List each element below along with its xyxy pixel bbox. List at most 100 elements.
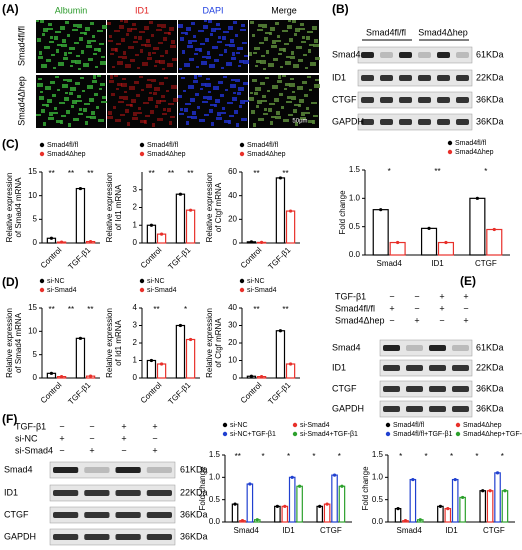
y-tick-label: 1.5	[372, 450, 384, 459]
size-label: 36KDa	[180, 531, 208, 541]
micrograph-speck	[134, 36, 137, 39]
bar	[437, 505, 444, 523]
micrograph-speck	[112, 66, 115, 68]
micrograph-speck	[161, 95, 165, 98]
y-tick-label: 3	[133, 321, 138, 330]
bar-dot	[240, 519, 245, 523]
protein-label: CTGF	[332, 383, 357, 393]
micrograph-speck	[137, 67, 140, 69]
bar	[275, 177, 286, 244]
condition-sign: +	[389, 303, 394, 313]
significance: **	[68, 305, 74, 314]
micrograph-speck	[125, 64, 131, 68]
micrograph-speck	[185, 103, 191, 105]
y-tick-label: 10	[228, 356, 237, 365]
micrograph-speck	[277, 35, 280, 38]
micrograph-speck	[312, 26, 317, 30]
protein-label: GAPDH	[4, 531, 36, 541]
size-label: 22KDa	[180, 487, 208, 497]
micrograph-speck	[231, 57, 236, 60]
micrograph-speck	[181, 77, 185, 79]
micrograph-speck	[41, 109, 45, 113]
micrograph-speck	[56, 49, 59, 53]
micrograph-speck	[109, 35, 112, 38]
micrograph-speck	[167, 63, 173, 67]
micrograph-speck	[224, 120, 230, 123]
channel-label: ID1	[135, 5, 149, 15]
micrograph-speck	[203, 25, 208, 29]
micrograph-speck	[145, 44, 151, 47]
bar-dot	[503, 489, 507, 493]
blot-band	[84, 512, 110, 518]
micrograph-speck	[76, 100, 82, 102]
micrograph-speck	[290, 56, 295, 59]
y-tick-label: 0	[233, 238, 238, 247]
bar-dot	[495, 471, 500, 475]
protein-label: Smad4	[4, 464, 33, 474]
protein-label: Smad4	[332, 49, 361, 59]
micrograph-speck	[194, 53, 198, 55]
micrograph-speck	[289, 83, 295, 87]
x-tick-label: TGF-β1	[166, 245, 192, 271]
legend-marker	[239, 287, 245, 293]
blot-strip	[357, 69, 473, 87]
legend-label: si-Smad4	[47, 287, 77, 294]
micrograph-speck	[167, 108, 171, 112]
micrograph-speck	[119, 25, 124, 29]
micrograph-speck	[224, 49, 227, 53]
micrograph-speck	[120, 114, 125, 116]
bar-dot	[59, 375, 64, 379]
micrograph-speck	[284, 88, 287, 90]
micrograph-speck	[126, 104, 132, 106]
blot-band	[115, 490, 141, 496]
micrograph-speck	[48, 23, 52, 26]
micrograph-speck	[111, 93, 115, 96]
micrograph-speck	[178, 95, 182, 98]
group-label: Smad4Δhep	[418, 27, 468, 37]
micrograph-speck	[268, 63, 274, 67]
micrograph-speck	[159, 82, 164, 85]
y-tick-label: 5	[33, 214, 38, 223]
blot-band	[383, 365, 400, 371]
micrograph-speck	[78, 113, 83, 115]
micrograph-speck	[52, 94, 56, 97]
micrograph-speck	[77, 24, 82, 28]
bar-dot	[418, 518, 422, 522]
micrograph-speck	[97, 30, 103, 32]
micrograph-speck	[149, 21, 153, 24]
bar-dot	[318, 504, 322, 508]
legend-label: Smad4Δhep	[463, 422, 502, 429]
micrograph-speck	[153, 47, 159, 50]
micrograph-speck	[205, 38, 209, 42]
micrograph-speck	[195, 93, 199, 96]
legend-marker	[39, 278, 45, 284]
micrograph-speck	[98, 48, 101, 52]
micrograph-speck	[309, 89, 312, 91]
legend-marker	[455, 431, 461, 437]
y-tick-label: 1	[133, 356, 138, 365]
micrograph-speck	[162, 68, 165, 70]
micrograph-speck	[252, 79, 257, 82]
condition-sign: −	[121, 445, 126, 455]
bar-dot	[278, 329, 283, 333]
y-tick-label: 10	[28, 326, 37, 335]
blot-band	[399, 75, 412, 81]
micrograph-speck	[296, 46, 302, 49]
micrograph-speck	[111, 48, 117, 51]
micrograph-speck	[237, 47, 243, 50]
micrograph-speck	[258, 118, 264, 121]
y-tick-label: 0	[33, 238, 38, 247]
blot-band	[456, 119, 469, 125]
micrograph-speck	[198, 30, 204, 32]
micrograph-speck	[186, 121, 189, 125]
x-tick-label: ID1	[445, 526, 458, 535]
significance: *	[388, 167, 391, 176]
micrograph-speck	[188, 40, 192, 44]
micrograph-speck	[206, 78, 210, 80]
micrograph-speck	[201, 83, 206, 86]
micrograph-speck	[72, 100, 77, 104]
micrograph-speck	[116, 43, 121, 45]
micrograph-speck	[220, 94, 224, 97]
micrograph-speck	[263, 68, 266, 70]
micrograph-speck	[283, 119, 289, 122]
